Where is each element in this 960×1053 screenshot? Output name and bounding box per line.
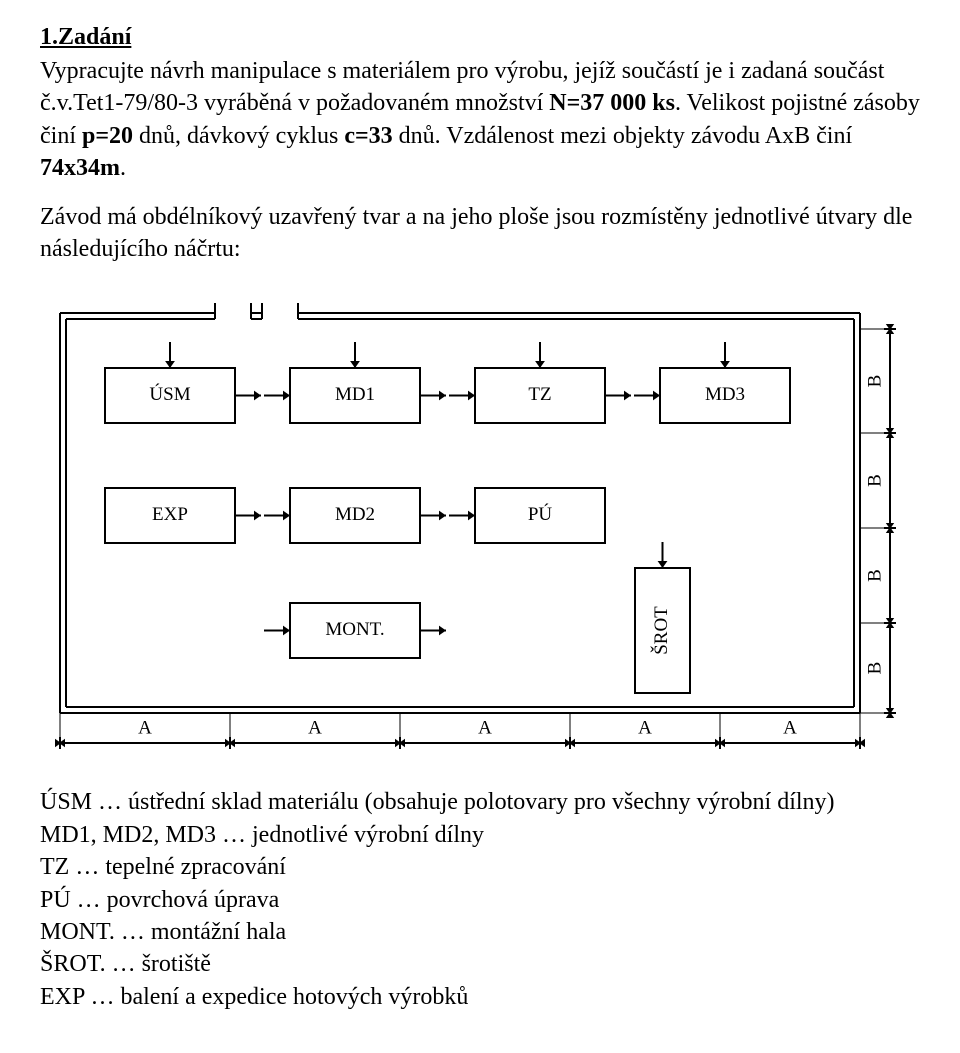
legend: ÚSM … ústřední sklad materiálu (obsahuje… bbox=[40, 786, 920, 1013]
legend-line: ŠROT. … šrotiště bbox=[40, 948, 920, 980]
svg-text:MD3: MD3 bbox=[705, 384, 745, 405]
assignment-paragraph: Vypracujte návrh manipulace s materiálem… bbox=[40, 55, 920, 185]
svg-text:A: A bbox=[638, 718, 652, 739]
bold-run: N=37 000 ks bbox=[549, 90, 675, 116]
legend-line: EXP … balení a expedice hotových výrobků bbox=[40, 981, 920, 1013]
svg-text:A: A bbox=[138, 718, 152, 739]
layout-intro-paragraph: Závod má obdélníkový uzavřený tvar a na … bbox=[40, 201, 920, 266]
svg-text:B: B bbox=[864, 375, 885, 388]
legend-line: ÚSM … ústřední sklad materiálu (obsahuje… bbox=[40, 786, 920, 818]
legend-line: PÚ … povrchová úprava bbox=[40, 884, 920, 916]
svg-text:ŠROT: ŠROT bbox=[650, 606, 672, 655]
svg-text:ÚSM: ÚSM bbox=[149, 383, 190, 405]
legend-line: MONT. … montážní hala bbox=[40, 916, 920, 948]
text-run: dnů, dávkový cyklus bbox=[133, 123, 344, 149]
svg-text:B: B bbox=[864, 662, 885, 675]
svg-text:EXP: EXP bbox=[152, 504, 188, 525]
page: 1.Zadání Vypracujte návrh manipulace s m… bbox=[0, 0, 960, 1053]
svg-text:TZ: TZ bbox=[528, 384, 551, 405]
legend-line: TZ … tepelné zpracování bbox=[40, 851, 920, 883]
bold-run: 74x34m bbox=[40, 155, 120, 181]
svg-text:MONT.: MONT. bbox=[325, 619, 384, 640]
text-run: . bbox=[120, 155, 126, 181]
svg-text:A: A bbox=[783, 718, 797, 739]
svg-text:B: B bbox=[864, 475, 885, 488]
page-title: 1.Zadání bbox=[40, 24, 920, 51]
svg-text:MD1: MD1 bbox=[335, 384, 375, 405]
plant-layout-svg: ÚSM MD1 TZ MD3 EXP MD2 PÚ MONT. ŠROT A A A A A B B B B bbox=[40, 293, 900, 753]
svg-text:A: A bbox=[308, 718, 322, 739]
bold-run: c=33 bbox=[344, 123, 392, 149]
legend-line: MD1, MD2, MD3 … jednotlivé výrobní dílny bbox=[40, 819, 920, 851]
svg-text:PÚ: PÚ bbox=[528, 503, 553, 525]
svg-text:MD2: MD2 bbox=[335, 504, 375, 525]
bold-run: p=20 bbox=[82, 123, 133, 149]
text-run: dnů. Vzdálenost mezi objekty závodu AxB … bbox=[393, 123, 852, 149]
svg-text:B: B bbox=[864, 570, 885, 583]
svg-text:A: A bbox=[478, 718, 492, 739]
plant-layout-diagram: ÚSM MD1 TZ MD3 EXP MD2 PÚ MONT. ŠROT A A A A A B B B B bbox=[40, 293, 920, 758]
